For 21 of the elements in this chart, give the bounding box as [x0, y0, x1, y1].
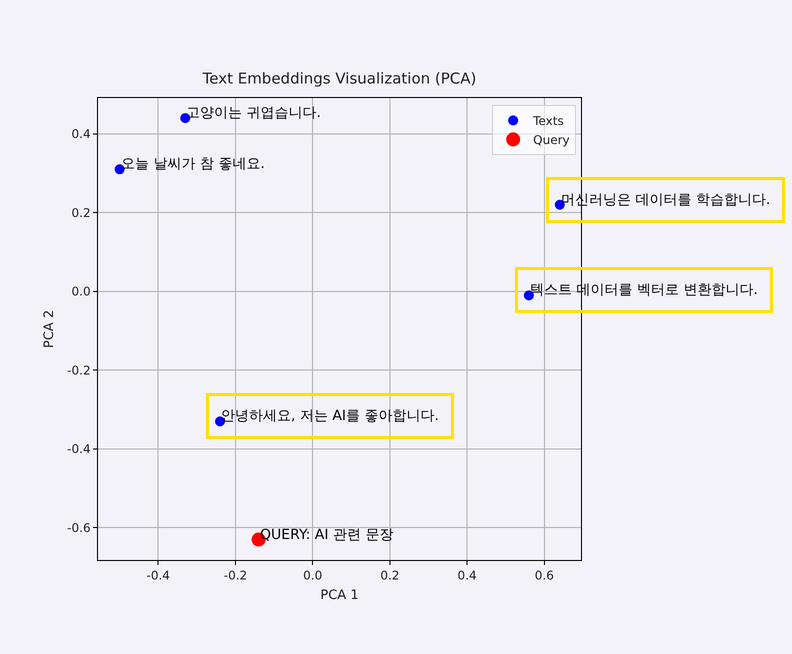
y-tick-label: 0.2	[72, 206, 91, 220]
x-tick-label: 0.4	[458, 568, 477, 582]
chart-title: Text Embeddings Visualization (PCA)	[202, 69, 476, 88]
x-tick-label: 0.6	[534, 568, 554, 582]
x-tick-label: -0.2	[224, 568, 248, 582]
x-tick-label: 0.2	[380, 568, 400, 582]
y-axis-title: PCA 2	[42, 310, 58, 348]
annotation: 안녕하세요, 저는 AI를 좋아합니다.	[221, 408, 439, 424]
y-tick-label: 0.0	[72, 284, 91, 299]
y-tick-label: -0.6	[67, 520, 91, 535]
legend-label: Texts	[532, 114, 564, 128]
x-axis-title: PCA 1	[320, 588, 359, 603]
annotation: QUERY: AI 관련 문장	[260, 527, 394, 543]
legend-label: Query	[533, 133, 570, 148]
annotation: 오늘 날씨가 참 좋네요.	[121, 156, 265, 172]
y-tick-label: 0.4	[72, 127, 91, 142]
x-tick-label: 0.0	[303, 568, 322, 582]
annotation: 고양이는 귀엽습니다.	[186, 105, 321, 121]
y-tick-label: -0.2	[67, 363, 91, 378]
y-tick-label: -0.4	[67, 442, 91, 456]
x-tick-label: -0.4	[146, 568, 170, 582]
